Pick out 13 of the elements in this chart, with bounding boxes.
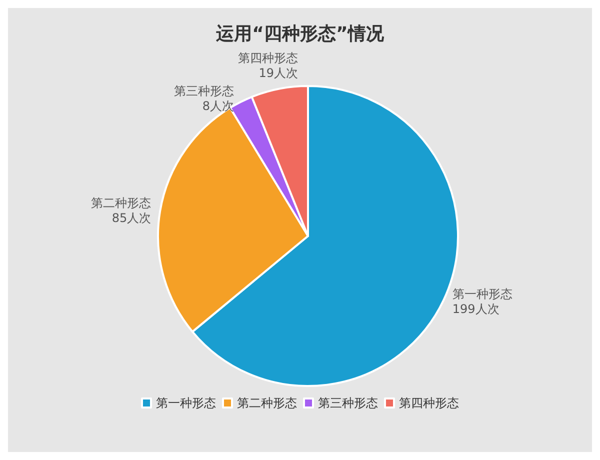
legend-label: 第一种形态 bbox=[156, 396, 216, 410]
data-label: 199人次 bbox=[452, 302, 500, 316]
slice-label: 第三种形态 bbox=[174, 84, 234, 98]
legend-label: 第三种形态 bbox=[318, 396, 378, 410]
data-label: 8人次 bbox=[202, 98, 234, 113]
slice-label: 第二种形态 bbox=[91, 196, 152, 210]
slice-label: 第四种形态 bbox=[238, 50, 298, 65]
chart-title: 运用“四种形态”情况 bbox=[215, 24, 385, 44]
legend-label: 第二种形态 bbox=[237, 396, 297, 410]
data-label: 19人次 bbox=[258, 66, 298, 80]
data-label: 85人次 bbox=[112, 210, 152, 225]
slice-label: 第一种形态 bbox=[452, 287, 512, 302]
legend-label: 第四种形态 bbox=[399, 396, 459, 410]
